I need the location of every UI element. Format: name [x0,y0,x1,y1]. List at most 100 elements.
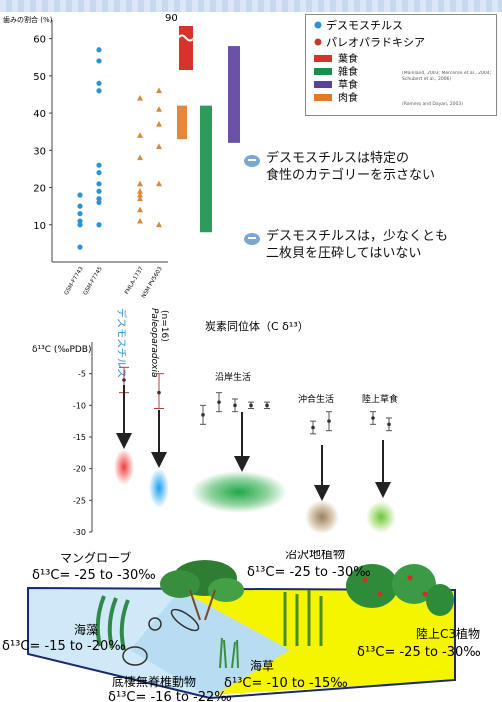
marsh-value: δ¹³C= -25 to -30‰ [247,565,371,580]
paleo-blob [149,468,169,508]
shallow-sea [130,590,290,698]
iso-ytick-label: -10 [73,401,86,410]
paleo-point [137,188,143,194]
top-category-label: GSM-F7745 [83,266,104,297]
seaweed-value: δ¹³C= -15 to -20‰ [2,639,126,654]
mangrove-label: マングローブ [60,550,131,565]
iso-group-errbar-mean [327,419,331,423]
desmo-point [77,192,83,198]
message-1-line1: デスモスチルスは特定の [266,151,410,166]
paleo-point [137,94,143,101]
top-chart-ylabel: 歯みの割合 (%) [3,15,53,24]
iso-ytick-label: -25 [73,496,86,505]
iso-ytick-label: -30 [73,528,86,537]
paleo-point [156,221,162,228]
iso-grp-offshore: 沖合生活 [298,393,334,405]
desmo-point [96,188,102,194]
iso-ytick-label: -15 [73,433,86,442]
bubble-icon [244,155,260,167]
iso-desmo-errbar-mean [122,378,126,382]
paleo-point [137,195,143,202]
desmo-point [96,222,102,228]
desmo-point [96,199,102,206]
paleo-point [137,191,143,198]
legend-ref2: (Romero and Dayan, 2003) [402,101,463,107]
legend-svg: デスモスチルス パレオパラドキシア 葉食 雑食 草食 肉食 (Mainland,… [314,18,492,107]
benthic-animals [122,608,200,666]
legend-mixed: 雑食 [338,65,358,78]
seagrass-blob [191,471,287,513]
mangrove-value: δ¹³C= -25 to -30‰ [32,568,156,583]
benthic-value: δ¹³C= -16 to -22‰ [108,690,232,702]
paleo-point [137,206,143,213]
desmo-point [77,203,83,209]
iso-group-errbar-mean [249,403,253,408]
paleo-legend-marker [314,38,322,46]
benthic-label: 底棲無脊椎動物 [112,674,196,689]
desmo-point [96,88,102,94]
top-category-label: GSM-F7743 [64,266,85,297]
desmo-point [96,162,102,168]
paleo-point [137,180,143,187]
iso-group-errbar-mean [311,425,315,430]
legend-grass: 草食 [338,78,358,91]
legend-carn: 肉食 [338,91,358,104]
message-2-line2: 二枚貝を圧砕してはいない [266,246,422,261]
iso-group-errbar-mean [387,422,391,427]
carn-swatch [314,94,332,101]
c3-label: 陸上C3植物 [416,626,480,641]
break-label: 90 [165,13,178,24]
iso-ylabel: δ¹³C (‰PDB) [32,345,92,355]
desmo-point [96,181,102,187]
iso-grp-land: 陸上草食 [362,393,398,405]
paleo-point [156,180,162,187]
top-ytick-label: 20 [33,184,46,195]
paleo-point [156,106,162,112]
top-chart-points [77,47,162,250]
seaweed-plants [95,595,130,651]
legend-ref1: (Mainland, 2003; Merceron et al., 2004; … [402,71,492,82]
carbon-isotope-chart: -5 -10 -15 -20 -25 -30 炭素同位体（C δ¹³） δ¹³C (‰PD… [32,308,398,537]
paleo-point [156,143,162,149]
desmo-point [77,211,83,217]
diet-legend: デスモスチルス パレオパラドキシア 葉食 雑食 草食 肉食 (Mainland,… [305,14,497,116]
legend-paleo: パレオパラドキシア [326,36,425,49]
c3-value: δ¹³C= -25 to -30‰ [357,645,481,660]
paleo-point [137,217,143,224]
diet-range-bar [200,105,212,233]
paleo-point [156,87,162,94]
iso-paleo-errbar-mean [157,390,161,395]
iso-group-errbar-mean [265,403,269,408]
seagrass-label: 海草 [250,658,274,673]
seagrass-value: δ¹³C= -10 to -15‰ [224,676,348,691]
desmo-legend-marker [314,21,322,29]
axis-break-mark [177,34,195,42]
desmo-point [77,244,83,250]
message-1: デスモスチルスは特定の 食性のカテゴリーを示さない [244,150,435,184]
iso-col-desmo: デスモスチルス [115,308,128,378]
grass-swatch [314,81,332,88]
c3-plants [346,564,454,616]
top-ytick-label: 10 [33,221,46,232]
iso-group-errbar-mean [217,400,221,404]
seagrass-plants [219,637,239,669]
seaweed-label: 海藻 [74,622,98,637]
top-ytick-label: 40 [33,109,46,120]
iso-col-paleo: Paleoparadoxia [149,308,159,378]
desmo-point [96,58,102,64]
iso-col-paleo-n: (n=16) [159,310,169,342]
land-blob [366,501,396,533]
legend-desmo: デスモスチルス [326,18,403,32]
offshore-blob [305,500,339,534]
iso-group-errbar-mean [371,416,375,420]
leaf-swatch [314,55,332,62]
desmo-point [77,218,83,224]
diet-range-bar [177,105,187,140]
iso-ytick-label: -20 [73,465,86,474]
desmo-point [96,47,102,53]
legend-leaf: 葉食 [338,52,358,65]
paleo-point [137,154,143,161]
paleo-point [156,121,162,127]
diet-range-bar [228,46,240,143]
